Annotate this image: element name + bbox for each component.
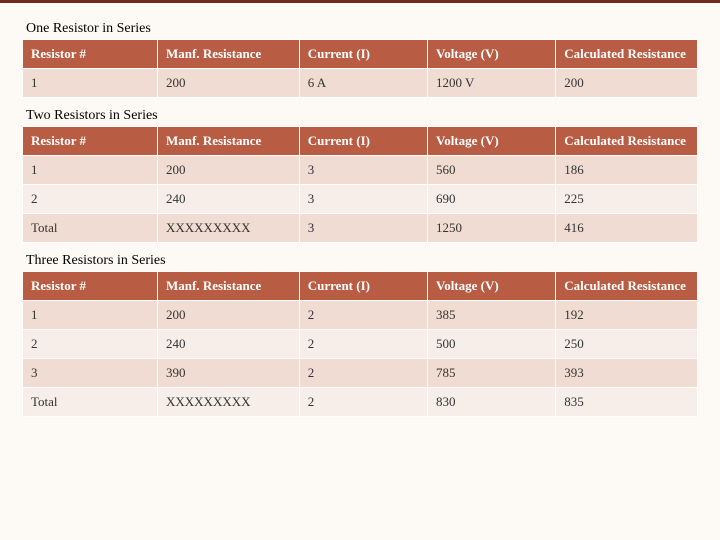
cell: 385: [428, 301, 556, 330]
table-row: 1 200 2 385 192: [23, 301, 698, 330]
cell: 200: [158, 156, 300, 185]
col-header: Calculated Resistance: [556, 127, 698, 156]
cell: 2: [299, 388, 427, 417]
section-one-resistor: One Resistor in Series Resistor # Manf. …: [22, 21, 698, 98]
section-title: Three Resistors in Series: [26, 253, 698, 269]
cell: 500: [428, 330, 556, 359]
cell: XXXXXXXXX: [158, 214, 300, 243]
table-row: 2 240 3 690 225: [23, 185, 698, 214]
col-header: Current (I): [299, 40, 427, 69]
col-header: Manf. Resistance: [158, 127, 300, 156]
cell: 200: [158, 69, 300, 98]
table-row: 3 390 2 785 393: [23, 359, 698, 388]
data-table: Resistor # Manf. Resistance Current (I) …: [22, 271, 698, 417]
table-row: 2 240 2 500 250: [23, 330, 698, 359]
col-header: Current (I): [299, 272, 427, 301]
col-header: Voltage (V): [428, 127, 556, 156]
cell: Total: [23, 214, 158, 243]
cell: 1: [23, 156, 158, 185]
col-header: Resistor #: [23, 40, 158, 69]
cell: 192: [556, 301, 698, 330]
cell: 393: [556, 359, 698, 388]
cell: 1: [23, 301, 158, 330]
col-header: Calculated Resistance: [556, 40, 698, 69]
cell: 785: [428, 359, 556, 388]
cell: 240: [158, 185, 300, 214]
col-header: Manf. Resistance: [158, 40, 300, 69]
col-header: Resistor #: [23, 272, 158, 301]
cell: 1250: [428, 214, 556, 243]
cell: 560: [428, 156, 556, 185]
cell: 2: [299, 301, 427, 330]
cell: 1: [23, 69, 158, 98]
cell: 2: [23, 185, 158, 214]
col-header: Voltage (V): [428, 272, 556, 301]
col-header: Current (I): [299, 127, 427, 156]
cell: 416: [556, 214, 698, 243]
cell: 250: [556, 330, 698, 359]
col-header: Manf. Resistance: [158, 272, 300, 301]
cell: 240: [158, 330, 300, 359]
cell: 186: [556, 156, 698, 185]
cell: 835: [556, 388, 698, 417]
table-row: 1 200 6 A 1200 V 200: [23, 69, 698, 98]
cell: 6 A: [299, 69, 427, 98]
cell: 225: [556, 185, 698, 214]
section-two-resistors: Two Resistors in Series Resistor # Manf.…: [22, 108, 698, 243]
data-table: Resistor # Manf. Resistance Current (I) …: [22, 126, 698, 243]
section-three-resistors: Three Resistors in Series Resistor # Man…: [22, 253, 698, 417]
data-table: Resistor # Manf. Resistance Current (I) …: [22, 39, 698, 98]
table-row: Total XXXXXXXXX 2 830 835: [23, 388, 698, 417]
cell: 3: [299, 214, 427, 243]
cell: Total: [23, 388, 158, 417]
cell: XXXXXXXXX: [158, 388, 300, 417]
cell: 2: [23, 330, 158, 359]
section-title: One Resistor in Series: [26, 21, 698, 37]
cell: 390: [158, 359, 300, 388]
table-row: 1 200 3 560 186: [23, 156, 698, 185]
cell: 3: [23, 359, 158, 388]
cell: 200: [556, 69, 698, 98]
cell: 3: [299, 156, 427, 185]
col-header: Calculated Resistance: [556, 272, 698, 301]
cell: 2: [299, 330, 427, 359]
cell: 830: [428, 388, 556, 417]
col-header: Resistor #: [23, 127, 158, 156]
cell: 200: [158, 301, 300, 330]
col-header: Voltage (V): [428, 40, 556, 69]
cell: 690: [428, 185, 556, 214]
cell: 2: [299, 359, 427, 388]
table-row: Total XXXXXXXXX 3 1250 416: [23, 214, 698, 243]
section-title: Two Resistors in Series: [26, 108, 698, 124]
cell: 1200 V: [428, 69, 556, 98]
cell: 3: [299, 185, 427, 214]
